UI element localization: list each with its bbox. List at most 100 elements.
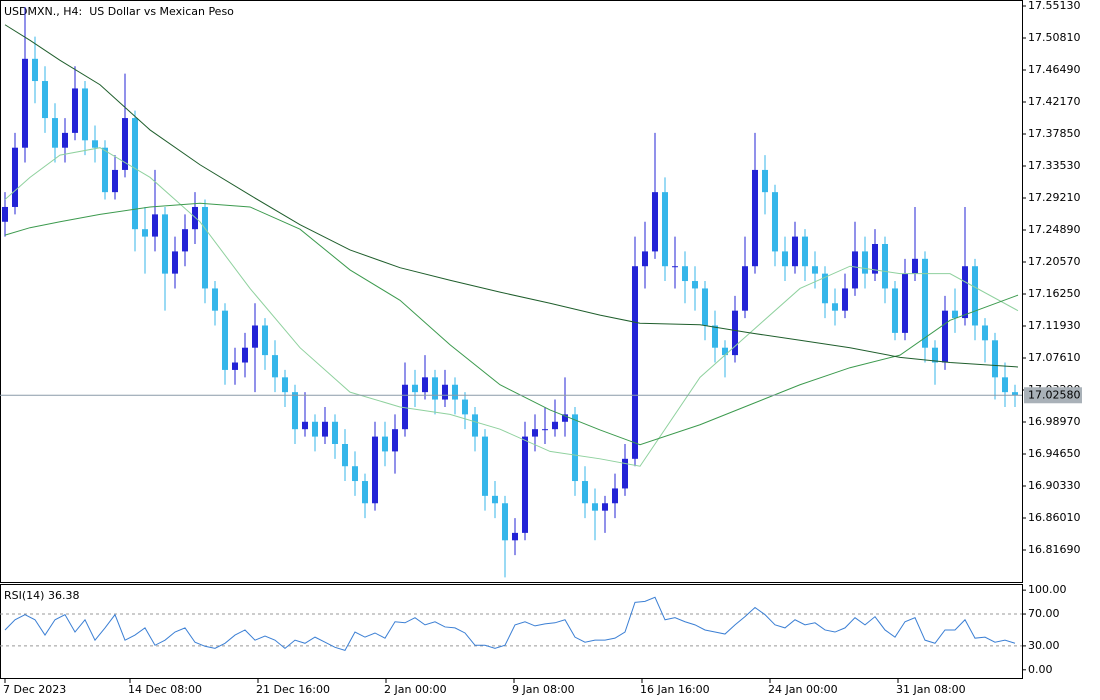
rsi-line (4, 596, 1016, 651)
main-panel-frame (0, 0, 1023, 583)
candle-body (222, 310, 228, 370)
candle-body (522, 436, 528, 533)
candle-body (2, 206, 8, 222)
y-tick-label: 17.20570 (1028, 255, 1081, 268)
candle-body (482, 436, 488, 496)
candle-body (512, 532, 518, 541)
candle-body (702, 288, 708, 326)
candle-body (52, 118, 58, 148)
y-tick-label: 17.37850 (1028, 127, 1081, 140)
candle-body (632, 266, 638, 459)
candle-body (282, 377, 288, 393)
candle-body (532, 429, 538, 437)
candle-body (572, 414, 578, 482)
candle-body (792, 236, 798, 267)
candle-body (642, 251, 648, 267)
candle-body (952, 310, 958, 319)
y-tick-label: 17.46490 (1028, 63, 1081, 76)
candle-body (742, 266, 748, 311)
candle-body (82, 88, 88, 141)
y-tick-label: 16.86010 (1028, 511, 1081, 524)
candle-body (42, 81, 48, 119)
y-tick-label: 17.50810 (1028, 31, 1081, 44)
candle-body (22, 58, 28, 148)
candle-body (882, 244, 888, 289)
candle-body (442, 384, 448, 400)
candle-body (392, 429, 398, 452)
candle-body (622, 458, 628, 489)
candle-body (302, 421, 308, 430)
candle-body (362, 481, 368, 504)
candle-body (552, 421, 558, 430)
y-tick-label: 17.42170 (1028, 95, 1081, 108)
candle-body (602, 503, 608, 511)
candle-body (772, 192, 778, 252)
candle-body (932, 347, 938, 363)
candle-body (612, 488, 618, 504)
candle-body (312, 421, 318, 437)
candle-body (712, 325, 718, 348)
candle-body (192, 206, 198, 230)
candle-body (32, 58, 38, 82)
candle-body (342, 444, 348, 467)
candle-body (812, 266, 818, 274)
candle-body (412, 384, 418, 393)
candle-body (372, 436, 378, 504)
rsi-name: RSI(14) (4, 589, 44, 602)
candle-body (402, 384, 408, 430)
chart-title: USDMXN., H4: US Dollar vs Mexican Peso (4, 5, 234, 18)
x-tick-label: 31 Jan 08:00 (896, 683, 966, 696)
y-tick-label: 16.94650 (1028, 447, 1081, 460)
candle-body (892, 288, 898, 333)
candle-body (972, 266, 978, 326)
candle-body (152, 214, 158, 237)
candle-body (452, 384, 458, 400)
candle-body (822, 273, 828, 304)
x-tick-label: 14 Dec 08:00 (128, 683, 202, 696)
candle-body (922, 258, 928, 348)
y-tick-label: 16.90330 (1028, 479, 1081, 492)
candle-body (162, 214, 168, 274)
candle-body (272, 355, 278, 378)
candle-body (672, 266, 678, 268)
candle-body (592, 503, 598, 511)
candle-body (722, 347, 728, 356)
candle-body (492, 495, 498, 504)
y-tick-label: 17.11930 (1028, 319, 1081, 332)
candle-body (142, 229, 148, 237)
y-tick-label: 17.24890 (1028, 223, 1081, 236)
candle-body (102, 147, 108, 193)
candle-body (352, 466, 358, 482)
candle-body (472, 414, 478, 437)
candle-body (62, 132, 68, 148)
x-tick-label: 7 Dec 2023 (3, 683, 66, 696)
candle-body (422, 377, 428, 393)
rsi-title: RSI(14) 36.38 (4, 589, 79, 602)
x-tick-label: 9 Jan 08:00 (512, 683, 575, 696)
candle-body (912, 258, 918, 274)
candle-body (202, 206, 208, 289)
candle-body (962, 266, 968, 319)
candle-body (662, 192, 668, 267)
y-tick-label: 17.55130 (1028, 0, 1081, 12)
candle-body (692, 281, 698, 289)
candle-body (562, 414, 568, 422)
candle-body (782, 251, 788, 267)
candle-body (732, 310, 738, 356)
candle-body (992, 340, 998, 378)
candle-body (112, 169, 118, 193)
y-tick-label: 100.00 (1028, 583, 1067, 596)
candle-body (582, 481, 588, 504)
candle-body (462, 399, 468, 415)
x-tick-label: 21 Dec 16:00 (256, 683, 330, 696)
moving-average (4, 147, 1019, 467)
candle-body (652, 192, 658, 252)
candle-body (432, 377, 438, 400)
candle-body (12, 147, 18, 207)
candle-body (762, 169, 768, 193)
candle-body (322, 421, 328, 437)
candle-body (752, 169, 758, 267)
candle-body (242, 347, 248, 363)
candle-body (232, 362, 238, 370)
y-tick-label: 30.00 (1028, 639, 1060, 652)
